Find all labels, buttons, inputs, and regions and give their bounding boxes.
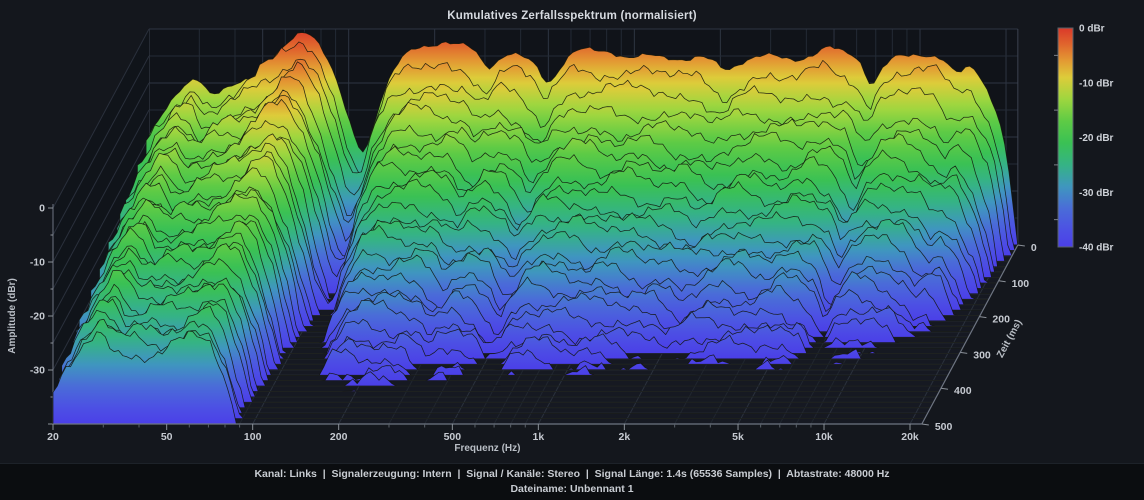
svg-text:-30: -30 xyxy=(30,365,45,377)
svg-text:20k: 20k xyxy=(901,431,919,443)
svg-text:Frequenz (Hz): Frequenz (Hz) xyxy=(454,443,520,454)
svg-text:2k: 2k xyxy=(618,431,630,443)
svg-text:5k: 5k xyxy=(732,431,744,443)
svg-text:-10: -10 xyxy=(30,257,45,269)
svg-text:100: 100 xyxy=(1012,278,1030,290)
svg-text:10k: 10k xyxy=(815,431,833,443)
colorbar: 0 dBr -10 dBr -20 dBr -30 dBr -40 dBr xyxy=(1054,24,1114,254)
svg-text:-30 dBr: -30 dBr xyxy=(1079,188,1114,199)
svg-text:0 dBr: 0 dBr xyxy=(1079,24,1105,35)
status-bar: Kanal: Links | Signalerzeugung: Intern |… xyxy=(0,463,1144,500)
svg-text:200: 200 xyxy=(330,431,348,443)
svg-text:300: 300 xyxy=(973,349,991,361)
status-line-1: Kanal: Links | Signalerzeugung: Intern |… xyxy=(254,467,890,480)
svg-text:100: 100 xyxy=(244,431,262,443)
svg-text:0: 0 xyxy=(39,203,45,215)
svg-text:-20: -20 xyxy=(30,311,45,323)
svg-text:400: 400 xyxy=(954,385,972,397)
svg-text:-10 dBr: -10 dBr xyxy=(1079,78,1114,89)
svg-text:50: 50 xyxy=(161,431,173,443)
svg-text:500: 500 xyxy=(935,421,953,433)
waterfall-canvas[interactable]: 0 -10 -20 -30 Amplitude (dBr) 20 50 100 200 500 1k… xyxy=(0,0,1144,464)
svg-text:0: 0 xyxy=(1031,242,1037,254)
svg-text:-40 dBr: -40 dBr xyxy=(1079,243,1114,254)
waterfall-plot[interactable]: 0 -10 -20 -30 Amplitude (dBr) 20 50 100 200 500 1k… xyxy=(0,0,1144,464)
svg-text:-20 dBr: -20 dBr xyxy=(1079,133,1114,144)
amplitude-axis: 0 -10 -20 -30 Amplitude (dBr) xyxy=(7,203,54,425)
svg-text:500: 500 xyxy=(444,431,462,443)
status-line-2: Dateiname: Unbennant 1 xyxy=(510,483,634,495)
svg-text:20: 20 xyxy=(47,431,59,443)
svg-text:Amplitude (dBr): Amplitude (dBr) xyxy=(7,278,18,354)
svg-text:200: 200 xyxy=(992,314,1010,326)
svg-text:1k: 1k xyxy=(533,431,545,443)
frequency-axis: 20 50 100 200 500 1k 2k 5k 10k 20k Frequenz (Hz) xyxy=(47,423,922,454)
surface-slices xyxy=(52,31,1019,425)
